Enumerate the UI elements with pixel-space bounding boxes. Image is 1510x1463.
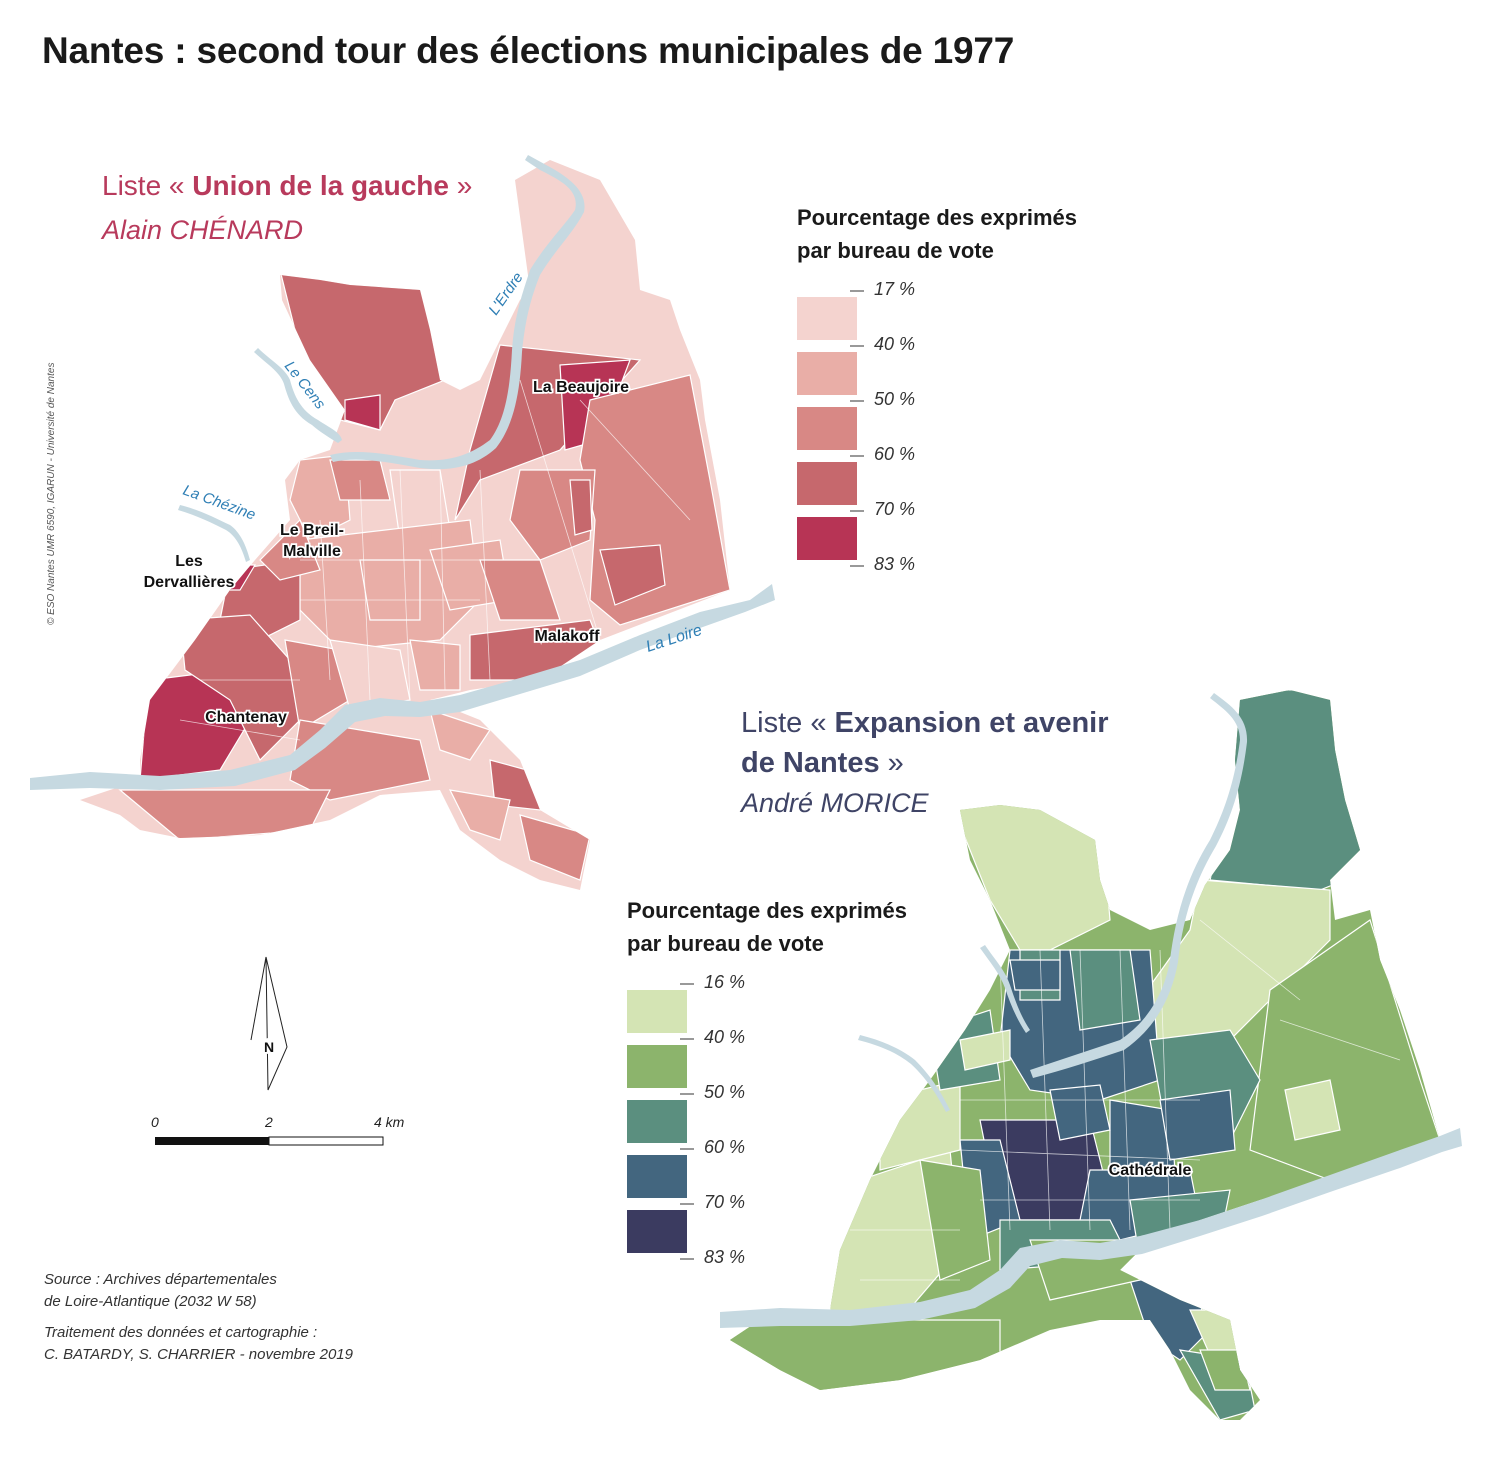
right-legend-title: Pourcentage des exprimés par bureau de v… <box>627 894 907 960</box>
right-legend-break-1: 40 % <box>704 1027 746 1047</box>
left-legend-title: Pourcentage des exprimés par bureau de v… <box>797 201 1077 267</box>
left-legend-title-line1: Pourcentage des exprimés <box>797 205 1078 230</box>
left-legend-swatch-2 <box>797 352 857 395</box>
page-title: Nantes : second tour des élections munic… <box>42 30 1015 71</box>
right-legend-swatch-5 <box>627 1210 687 1253</box>
right-legend-break-4: 70 % <box>704 1192 746 1212</box>
right-legend-swatch-3 <box>627 1100 687 1143</box>
left-legend-break-4: 70 % <box>874 499 916 519</box>
north-label: N <box>264 1039 274 1055</box>
left-legend-break-2: 50 % <box>874 389 916 409</box>
left-legend-swatch-3 <box>797 407 857 450</box>
left-legend-break-0: 17 % <box>874 279 916 299</box>
right-legend-swatches <box>627 983 694 1260</box>
right-candidate: André MORICE <box>741 788 929 818</box>
left-legend-break-5: 83 % <box>874 554 916 574</box>
right-legend-title-line2: par bureau de vote <box>627 931 824 956</box>
left-candidate: Alain CHÉNARD <box>102 215 304 245</box>
left-list-suffix: » <box>456 170 473 201</box>
left-legend-swatch-5 <box>797 517 857 560</box>
source-line-4: C. BATARDY, S. CHARRIER - novembre 2019 <box>44 1346 353 1363</box>
left-choropleth-map <box>30 155 775 890</box>
right-legend-break-5: 83 % <box>704 1247 746 1267</box>
left-legend-break-3: 60 % <box>874 444 916 464</box>
place-label-les-line1: Les <box>175 553 203 570</box>
place-label-le-breil-line1: Le Breil- <box>280 522 344 539</box>
left-list-heading: Liste « Union de la gauche » <box>102 170 472 202</box>
left-list-name: Union de la gauche <box>192 170 449 201</box>
left-legend-break-1: 40 % <box>874 334 916 354</box>
right-list-suffix: » <box>887 747 904 779</box>
right-legend-break-0: 16 % <box>704 972 746 992</box>
place-label-dervallieres-line2: Dervallières <box>144 574 235 591</box>
place-label-malville-line2: Malville <box>283 543 341 560</box>
place-label-la-beaujoire: La Beaujoire <box>533 379 629 396</box>
right-list-heading: Liste « Expansion et avenir de Nantes » <box>741 703 1109 783</box>
right-legend-break-2: 50 % <box>704 1082 746 1102</box>
river-label-chezine: La Chézine <box>181 482 258 524</box>
north-arrow <box>250 956 288 1091</box>
left-list-prefix: Liste « <box>102 170 185 201</box>
right-legend-swatch-1 <box>627 990 687 1033</box>
right-legend-swatch-2 <box>627 1045 687 1088</box>
copyright-credit: © ESO Nantes UMR 6590, IGARUN - Universi… <box>46 362 57 625</box>
place-label-malakoff: Malakoff <box>535 628 601 645</box>
right-list-name-line1: Expansion et avenir <box>834 707 1109 739</box>
left-legend-swatch-4 <box>797 462 857 505</box>
left-legend-swatches <box>797 290 864 567</box>
right-legend-break-3: 60 % <box>704 1137 746 1157</box>
right-list-prefix: Liste « <box>741 707 827 739</box>
scale-tick-4km: 4 km <box>374 1114 405 1130</box>
scale-tick-0: 0 <box>151 1114 159 1130</box>
scale-bar <box>155 1136 384 1146</box>
right-choropleth-map <box>720 690 1462 1420</box>
scale-tick-2: 2 <box>265 1114 273 1130</box>
place-label-chantenay: Chantenay <box>205 709 287 726</box>
left-legend-title-line2: par bureau de vote <box>797 238 994 263</box>
source-line-2: de Loire-Atlantique (2032 W 58) <box>44 1293 257 1310</box>
place-label-cathedrale: Cathédrale <box>1109 1162 1192 1179</box>
right-legend-swatch-4 <box>627 1155 687 1198</box>
right-list-name-line2: de Nantes <box>741 747 880 779</box>
source-line-3: Traitement des données et cartographie : <box>44 1324 318 1341</box>
source-line-1: Source : Archives départementales <box>44 1271 277 1288</box>
left-legend-swatch-1 <box>797 297 857 340</box>
right-legend-title-line1: Pourcentage des exprimés <box>627 898 908 923</box>
